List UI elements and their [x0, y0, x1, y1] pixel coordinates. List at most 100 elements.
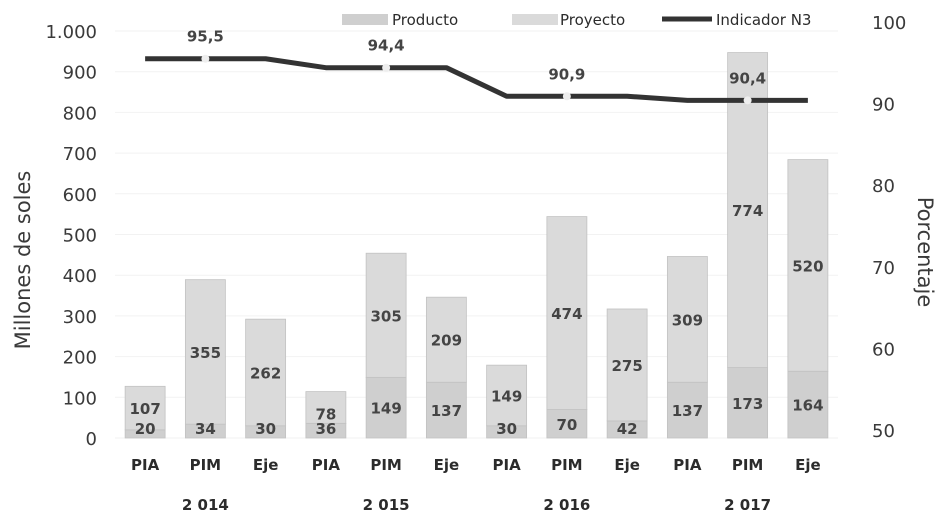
x-tick-label: Eje [434, 456, 460, 474]
bar-producto [787, 370, 829, 439]
x-group-label: 2 014 [182, 496, 229, 513]
data-label-proyecto: 774 [732, 202, 763, 220]
gridlines [115, 30, 838, 439]
y-tick-label: 0 [86, 429, 97, 450]
bar-proyecto [305, 391, 347, 424]
data-label-producto: 42 [617, 420, 638, 438]
y-axis-right: 50 60 70 80 90 100 [872, 13, 906, 442]
data-label-proyecto: 305 [370, 307, 401, 325]
bar-producto [425, 381, 467, 439]
y2-axis-title: Porcentaje [913, 197, 935, 308]
y-tick-label: 600 [63, 185, 97, 206]
bars [124, 52, 829, 439]
data-label-proyecto: 275 [611, 357, 642, 375]
y-tick-label: 100 [63, 388, 97, 409]
data-label-producto: 30 [255, 420, 276, 438]
x-tick-label: Eje [614, 456, 640, 474]
bar-proyecto [425, 296, 467, 383]
y2-tick-label: 60 [872, 339, 895, 360]
x-tick-label: PIA [493, 456, 522, 474]
bar-producto [365, 376, 407, 439]
indicator-marker [562, 92, 571, 101]
data-label-producto: 164 [792, 397, 823, 415]
x-axis: PIA PIM Eje PIA PIM Eje PIA PIM Eje PIA PIM Eje 2 01… [131, 456, 821, 513]
data-label-proyecto: 474 [551, 305, 582, 323]
data-label-proyecto: 520 [792, 257, 823, 275]
x-tick-label: PIM [370, 456, 402, 474]
x-tick-label: PIM [732, 456, 764, 474]
y-tick-label: 900 [63, 63, 97, 84]
bar-producto [727, 367, 769, 439]
legend-swatch-proyecto [512, 14, 558, 25]
bar-proyecto [546, 216, 588, 410]
y2-tick-label: 80 [872, 176, 895, 197]
x-tick-label: PIA [131, 456, 160, 474]
x-tick-label: PIM [551, 456, 583, 474]
indicator-marker [743, 96, 752, 105]
indicator-data-label: 90,4 [729, 69, 766, 87]
y-axis-title: Millones de soles [11, 171, 35, 350]
data-label-proyecto: 107 [129, 400, 160, 418]
bar-proyecto [486, 364, 528, 427]
data-label-proyecto: 209 [431, 332, 462, 350]
y-tick-label: 500 [63, 226, 97, 247]
legend-label-indicador: Indicador N3 [716, 11, 811, 29]
x-tick-label: PIA [312, 456, 341, 474]
indicator-line: 95,5 94,4 90,9 90,4 [145, 28, 808, 105]
y-tick-label: 300 [63, 307, 97, 328]
indicator-data-label: 95,5 [187, 28, 224, 46]
x-tick-label: PIM [190, 456, 222, 474]
bar-proyecto [124, 385, 166, 431]
data-label-producto: 149 [370, 400, 401, 418]
legend: Producto Proyecto Indicador N3 [342, 11, 811, 29]
bar-proyecto [666, 256, 708, 383]
x-group-label: 2 016 [543, 496, 590, 513]
data-label-proyecto: 355 [190, 344, 221, 362]
y2-tick-label: 100 [872, 13, 906, 34]
bar-proyecto [727, 52, 769, 368]
y2-tick-label: 50 [872, 421, 895, 442]
data-label-producto: 70 [556, 416, 577, 434]
data-label-producto: 173 [732, 395, 763, 413]
data-label-proyecto: 309 [672, 311, 703, 329]
bar-proyecto [245, 318, 287, 427]
bar-proyecto [787, 159, 829, 372]
indicator-data-label: 94,4 [368, 37, 405, 55]
bar-producto [546, 409, 588, 439]
x-tick-label: Eje [253, 456, 279, 474]
legend-label-proyecto: Proyecto [560, 11, 625, 29]
y-axis-left: 0 100 200 300 400 500 600 700 800 900 1.000 [45, 22, 97, 450]
data-label-proyecto: 262 [250, 364, 281, 382]
data-label-producto: 20 [135, 420, 156, 438]
data-label-producto: 137 [672, 402, 703, 420]
x-group-label: 2 015 [363, 496, 410, 513]
y-tick-label: 200 [63, 348, 97, 369]
x-tick-label: Eje [795, 456, 821, 474]
y-tick-label: 1.000 [45, 22, 97, 43]
bar-proyecto [606, 308, 648, 422]
y-tick-label: 700 [63, 144, 97, 165]
legend-swatch-producto [342, 14, 388, 25]
data-label-producto: 137 [431, 402, 462, 420]
x-group-label: 2 017 [724, 496, 771, 513]
y-tick-label: 800 [63, 103, 97, 124]
bar-proyecto [365, 252, 407, 378]
indicator-marker [382, 63, 391, 72]
data-label-producto: 34 [195, 420, 216, 438]
y2-tick-label: 70 [872, 258, 895, 279]
indicator-data-label: 90,9 [548, 65, 585, 83]
indicator-marker [201, 54, 210, 63]
y-tick-label: 400 [63, 266, 97, 287]
data-label-proyecto: 78 [315, 405, 336, 423]
y2-tick-label: 90 [872, 95, 895, 116]
indicator-line-path [145, 56, 808, 103]
data-label-proyecto: 149 [491, 387, 522, 405]
legend-label-producto: Producto [392, 11, 458, 29]
bar-proyecto [184, 279, 226, 425]
data-label-producto: 36 [315, 420, 336, 438]
data-label-producto: 30 [496, 420, 517, 438]
x-tick-label: PIA [673, 456, 702, 474]
